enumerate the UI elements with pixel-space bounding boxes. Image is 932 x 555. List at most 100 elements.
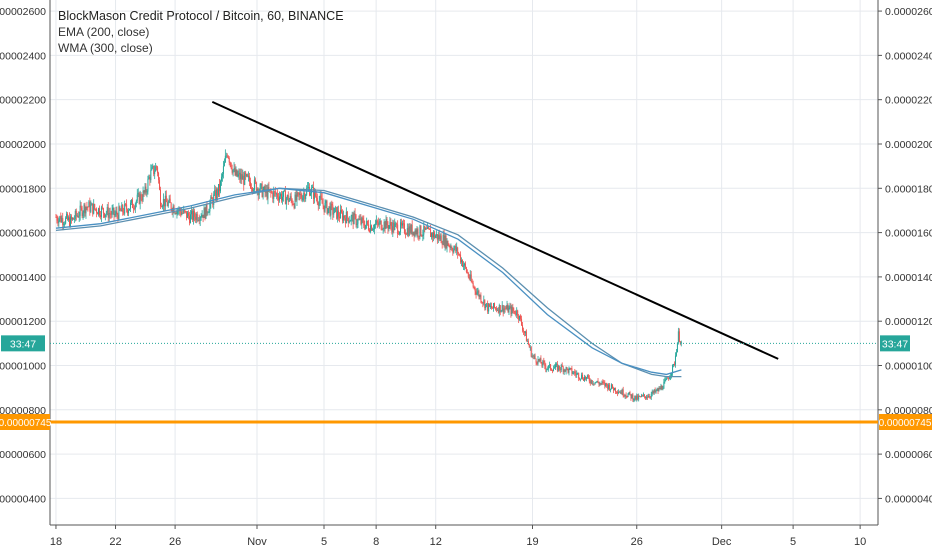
candle-body bbox=[192, 210, 194, 220]
trendline[interactable] bbox=[211, 100, 779, 360]
candle-body bbox=[131, 199, 133, 208]
candle-body bbox=[319, 195, 321, 201]
candle-body bbox=[57, 220, 59, 224]
candle-body bbox=[644, 396, 646, 399]
candle-body bbox=[279, 196, 281, 201]
candle-body bbox=[117, 214, 119, 220]
candle-body bbox=[314, 190, 316, 197]
y-tick-label-left: 0.00002400 bbox=[0, 50, 46, 62]
current-price-badge-right bbox=[880, 335, 910, 352]
candle-body bbox=[303, 192, 305, 197]
candle-body bbox=[111, 210, 113, 215]
candle-body bbox=[150, 170, 152, 181]
candle-body bbox=[399, 231, 401, 235]
candle-body bbox=[511, 307, 513, 315]
candle-body bbox=[128, 210, 130, 214]
candle-body bbox=[159, 180, 161, 190]
candle-body bbox=[129, 208, 131, 211]
candle-body bbox=[386, 218, 388, 226]
candle-body bbox=[212, 199, 214, 205]
candle-body bbox=[374, 223, 376, 225]
candle-body bbox=[202, 214, 204, 218]
candle-body bbox=[460, 254, 462, 263]
candle-body bbox=[463, 263, 465, 266]
candle-body bbox=[321, 198, 323, 204]
candle-body bbox=[60, 216, 62, 222]
candle-body bbox=[573, 371, 575, 374]
candle-body bbox=[126, 204, 128, 210]
candle-body bbox=[486, 303, 488, 304]
candle-body bbox=[368, 224, 370, 230]
candles bbox=[55, 149, 682, 403]
candle-body bbox=[390, 222, 392, 227]
candle-body bbox=[341, 209, 343, 213]
candle-body bbox=[385, 218, 387, 229]
candle-body bbox=[678, 331, 680, 342]
candle-body bbox=[185, 210, 187, 212]
y-tick-label-left: 0.00000600 bbox=[0, 449, 46, 461]
candle-body bbox=[245, 172, 247, 176]
candle-body bbox=[110, 213, 112, 215]
candle-body bbox=[438, 234, 440, 240]
y-tick-label-left: 0.00001200 bbox=[0, 316, 46, 328]
candle-body bbox=[500, 310, 502, 313]
candle-body bbox=[401, 222, 403, 226]
candle-body bbox=[430, 229, 432, 238]
candle-body bbox=[495, 308, 497, 311]
candle-body bbox=[190, 210, 192, 215]
candle-body bbox=[443, 234, 445, 246]
candle-body bbox=[100, 207, 102, 217]
candle-body bbox=[406, 228, 408, 235]
candle-body bbox=[276, 193, 278, 195]
candle-body bbox=[224, 155, 226, 163]
candle-body bbox=[207, 212, 209, 214]
candle-body bbox=[200, 217, 202, 218]
candle-body bbox=[564, 369, 566, 372]
candle-body bbox=[382, 228, 384, 230]
candle-body bbox=[606, 383, 608, 386]
candle-body bbox=[613, 388, 615, 391]
candle-body bbox=[575, 373, 577, 375]
candle-body bbox=[483, 299, 485, 304]
candle-body bbox=[533, 355, 535, 357]
candle-body bbox=[549, 364, 551, 366]
candle-body bbox=[461, 260, 463, 263]
candle-body bbox=[356, 223, 358, 225]
candle-body bbox=[627, 394, 629, 397]
candle-body bbox=[608, 384, 610, 389]
candle-body bbox=[652, 391, 654, 394]
candle-body bbox=[532, 355, 534, 357]
candle-body bbox=[497, 309, 499, 313]
candle-body bbox=[94, 203, 96, 209]
candle-body bbox=[626, 396, 628, 398]
candle-body bbox=[187, 212, 189, 218]
candle-body bbox=[412, 231, 414, 235]
candle-body bbox=[129, 202, 131, 209]
candle-body bbox=[347, 217, 349, 223]
candle-body bbox=[253, 179, 255, 190]
candle-body bbox=[544, 362, 546, 367]
candle-body bbox=[203, 208, 205, 218]
candle-body bbox=[434, 235, 436, 238]
y-tick-label-right: 0.00000800 bbox=[885, 405, 932, 417]
candle-body bbox=[118, 206, 120, 220]
x-tick-label: 5 bbox=[790, 536, 796, 548]
candle-body bbox=[427, 226, 429, 230]
candle-body bbox=[397, 224, 399, 234]
candle-body bbox=[442, 234, 444, 245]
candle-body bbox=[605, 383, 607, 387]
candle-body bbox=[103, 213, 105, 218]
candle-body bbox=[477, 291, 479, 293]
candle-body bbox=[421, 235, 423, 237]
candle-body bbox=[333, 212, 335, 215]
candle-body bbox=[413, 231, 415, 237]
candle-body bbox=[206, 204, 208, 213]
candle-body bbox=[543, 360, 545, 363]
y-tick-label-left: 0.00002200 bbox=[0, 95, 46, 107]
candle-body bbox=[229, 162, 231, 164]
ema-200-line bbox=[55, 187, 682, 376]
candle-body bbox=[466, 272, 468, 274]
candle-body bbox=[121, 205, 123, 212]
